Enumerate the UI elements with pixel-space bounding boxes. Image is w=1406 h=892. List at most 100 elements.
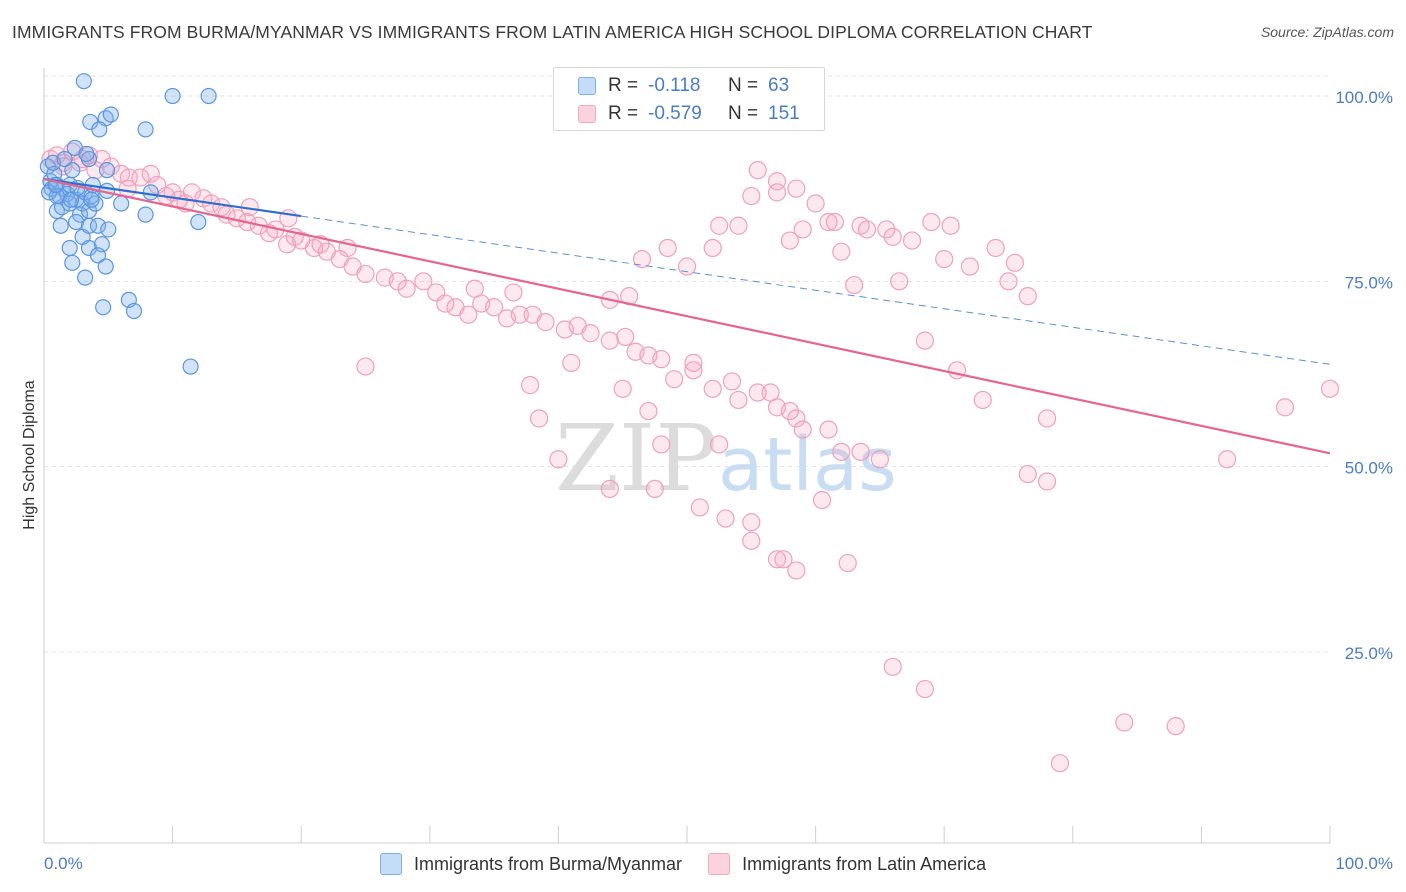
point-burma: [61, 239, 78, 257]
point-latin-america: [742, 531, 761, 550]
point-latin-america: [742, 186, 761, 206]
point-latin-america: [767, 172, 787, 191]
series-legend: Immigrants from Burma/Myanmar Immigrants…: [380, 851, 1012, 877]
point-burma: [97, 258, 114, 275]
point-latin-america: [459, 305, 478, 324]
legend-label-latin-america: Immigrants from Latin America: [742, 853, 987, 874]
point-burma: [95, 299, 112, 316]
legend-n-label: N =: [728, 103, 759, 124]
point-burma: [113, 195, 130, 212]
watermark: ZIP atlas: [555, 405, 897, 512]
point-latin-america: [1218, 450, 1237, 469]
point-burma: [89, 217, 107, 234]
point-burma: [78, 145, 95, 162]
point-latin-america: [742, 513, 761, 532]
point-latin-america: [703, 379, 722, 398]
point-burma: [102, 106, 119, 123]
point-burma: [75, 73, 92, 90]
point-latin-america: [536, 313, 555, 332]
legend-item-latin-america[interactable]: Immigrants from Latin America: [708, 853, 986, 875]
point-burma: [64, 162, 81, 179]
legend-row-burma: R = -0.118 N = 63: [578, 73, 789, 99]
point-latin-america: [851, 442, 870, 461]
point-latin-america: [890, 272, 909, 291]
point-latin-america: [941, 216, 960, 235]
point-latin-america: [883, 657, 902, 676]
legend-r-value: -0.118: [648, 75, 701, 96]
point-latin-america: [562, 353, 581, 372]
point-latin-america: [652, 435, 671, 454]
point-latin-america: [857, 220, 877, 239]
y-axis-label: High School Diploma: [21, 380, 38, 530]
x-tick-label-min: 0.0%: [44, 854, 83, 873]
point-latin-america: [600, 331, 619, 350]
point-latin-america: [639, 401, 658, 421]
chart-title: IMMIGRANTS FROM BURMA/MYANMAR VS IMMIGRA…: [12, 22, 1093, 42]
legend-n-label: N =: [728, 75, 759, 96]
point-burma: [98, 162, 116, 179]
point-burma: [52, 217, 69, 234]
point-latin-america: [780, 401, 799, 421]
point-burma: [137, 206, 154, 223]
point-latin-america: [832, 242, 851, 261]
point-burma: [91, 121, 108, 138]
point-latin-america: [716, 509, 735, 528]
point-burma: [137, 121, 154, 138]
point-latin-america: [774, 550, 793, 569]
y-tick-label: 100.0%: [1335, 88, 1393, 107]
point-latin-america: [748, 161, 767, 180]
point-latin-america: [703, 238, 722, 258]
point-latin-america: [902, 231, 922, 250]
point-latin-america: [947, 361, 967, 380]
point-latin-america: [1275, 398, 1295, 417]
point-latin-america: [819, 420, 838, 439]
point-latin-america: [665, 370, 684, 389]
point-latin-america: [761, 383, 780, 402]
point-burma: [190, 213, 207, 231]
legend-r-label: R =: [608, 75, 639, 96]
point-burma: [182, 358, 199, 375]
legend-label-burma: Immigrants from Burma/Myanmar: [414, 853, 683, 874]
point-latin-america: [729, 390, 748, 410]
point-latin-america: [645, 479, 664, 499]
point-latin-america: [1037, 472, 1057, 491]
y-tick-label: 75.0%: [1345, 273, 1393, 292]
legend-item-burma[interactable]: Immigrants from Burma/Myanmar: [380, 853, 682, 875]
point-burma: [100, 221, 117, 238]
point-burma: [164, 87, 181, 105]
point-latin-america: [414, 272, 433, 291]
point-latin-america: [600, 479, 619, 499]
point-latin-america: [658, 238, 677, 258]
series-latin-america-points: [41, 109, 1340, 773]
point-latin-america: [530, 409, 549, 428]
point-latin-america: [521, 376, 540, 395]
legend-swatch-blue: [380, 853, 402, 875]
point-latin-america: [806, 194, 825, 213]
point-latin-america: [356, 357, 375, 376]
point-latin-america: [986, 238, 1005, 258]
point-latin-america: [356, 264, 375, 284]
trend-line-latin-america: [43, 177, 1331, 455]
point-latin-america: [1005, 253, 1025, 272]
point-latin-america: [1166, 717, 1185, 736]
point-latin-america: [710, 435, 729, 454]
point-latin-america: [812, 490, 832, 510]
point-latin-america: [1115, 713, 1134, 732]
point-burma: [200, 87, 217, 105]
point-latin-america: [729, 216, 748, 235]
watermark-zip: ZIP: [555, 405, 717, 512]
point-latin-america: [1037, 409, 1057, 428]
legend-row-latin-america: R = -0.579 N = 151: [578, 101, 800, 127]
point-latin-america: [1050, 754, 1070, 773]
point-burma: [89, 247, 107, 264]
point-latin-america: [581, 324, 600, 343]
trend-line-burma-solid: [43, 177, 302, 218]
point-latin-america: [845, 275, 864, 295]
point-latin-america: [787, 179, 806, 198]
point-latin-america: [973, 390, 992, 410]
tick-labels: 25.0% 50.0% 75.0% 100.0% 0.0% 100.0%: [44, 88, 1393, 873]
point-latin-america: [793, 420, 812, 439]
trend-lines: [43, 177, 1331, 455]
legend-n-value: 63: [768, 75, 790, 96]
